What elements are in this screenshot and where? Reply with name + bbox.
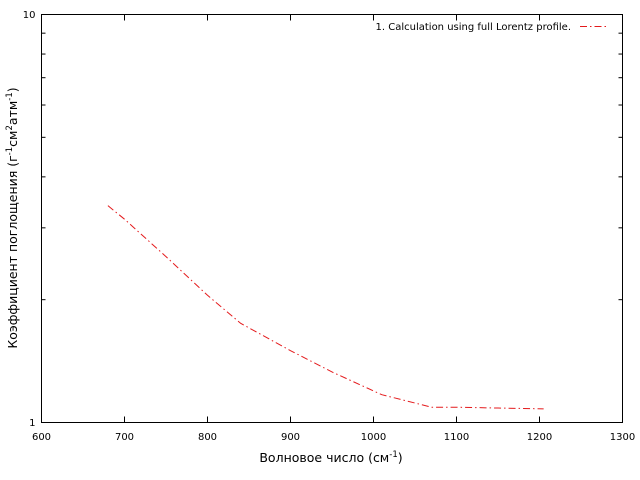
x-axis-title-superscript: -1 [389,450,397,460]
x-tick-label: 600 [32,432,51,443]
x-tick-label: 1200 [527,432,552,443]
y-tick-label: 10 [23,10,36,21]
x-tick-label: 1100 [444,432,469,443]
y-axis-title-part: атм [5,101,20,125]
y-axis: 1 10 [23,10,623,429]
y-axis-title-part: Коэффициент поглощения (г [5,155,20,348]
legend: 1. Calculation using full Lorentz profil… [376,22,608,33]
x-tick-label: 800 [198,432,217,443]
series-layer [107,205,544,410]
x-axis-title-end: ) [398,450,403,465]
x-tick-label: 1300 [610,432,635,443]
y-axis-title-superscript: -1 [5,92,15,100]
y-axis-title-superscript: 2 [5,125,15,130]
x-axis-title-main: Волновое число (см [259,450,389,465]
y-axis-title-superscript: -1 [5,147,15,155]
x-tick-label: 1000 [361,432,386,443]
y-axis-title-part: см [5,131,20,147]
y-axis-title: Коэффициент поглощения (г-1см2атм-1) [5,87,20,348]
series-line [107,205,544,410]
x-tick-label: 700 [115,432,134,443]
x-axis: 600 700 800 900 1000 1100 1200 1300 [32,14,635,443]
y-tick-label: 1 [29,418,35,429]
x-tick-label: 900 [281,432,300,443]
legend-entry-label: 1. Calculation using full Lorentz profil… [376,22,571,33]
x-axis-title: Волновое число (см-1) [259,450,402,465]
plot-frame [41,14,623,423]
y-axis-title-part: ) [5,87,20,92]
